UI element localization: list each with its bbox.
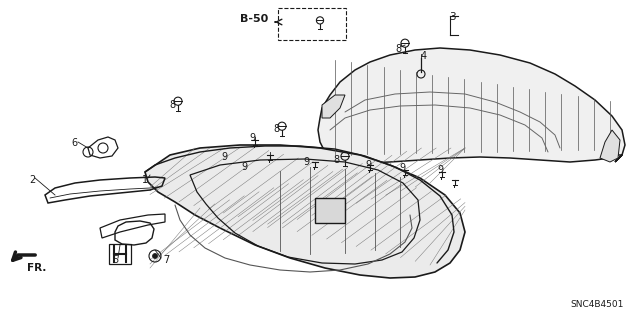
Text: B-50: B-50 <box>240 14 268 24</box>
Text: 9: 9 <box>437 165 443 175</box>
Bar <box>278 8 346 40</box>
Text: 9: 9 <box>222 152 228 162</box>
Bar <box>109 244 131 264</box>
Text: FR.: FR. <box>27 263 46 273</box>
Text: 7: 7 <box>163 255 169 265</box>
Text: 8: 8 <box>169 100 175 110</box>
Polygon shape <box>145 145 465 278</box>
Text: 2: 2 <box>29 175 35 185</box>
Bar <box>315 197 345 222</box>
Text: 9: 9 <box>241 162 247 172</box>
Polygon shape <box>600 130 620 162</box>
Text: 4: 4 <box>421 51 427 61</box>
Text: 8: 8 <box>395 44 401 54</box>
Text: 5: 5 <box>112 255 118 265</box>
Text: 1: 1 <box>142 175 148 185</box>
Circle shape <box>152 254 157 258</box>
Text: 6: 6 <box>72 138 78 148</box>
Text: 3: 3 <box>449 12 455 22</box>
Polygon shape <box>322 95 345 118</box>
Text: 9: 9 <box>399 163 405 173</box>
Text: 9: 9 <box>304 157 310 167</box>
Polygon shape <box>318 48 625 163</box>
Text: 9: 9 <box>366 160 372 170</box>
Text: 9: 9 <box>249 133 255 143</box>
Text: 8: 8 <box>274 124 280 134</box>
Text: 8: 8 <box>334 155 340 165</box>
Text: SNC4B4501: SNC4B4501 <box>570 300 623 309</box>
